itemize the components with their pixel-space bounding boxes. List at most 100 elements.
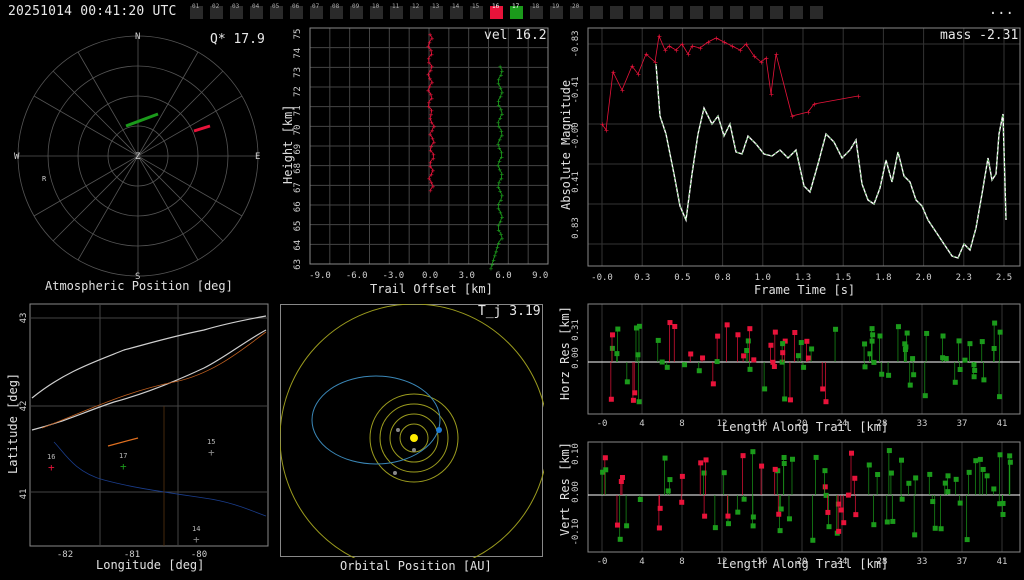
x-tick: 41	[997, 419, 1008, 429]
residual-point	[665, 488, 671, 494]
trail-point-16: +	[427, 59, 431, 67]
residual-point	[610, 332, 616, 338]
station-13[interactable]: 13	[430, 3, 443, 19]
station-slot[interactable]	[690, 6, 703, 19]
x-tick: 2.3	[956, 273, 972, 283]
residual-point	[682, 362, 688, 368]
station-05[interactable]: 05	[270, 3, 283, 19]
station-08[interactable]: 08	[330, 3, 343, 19]
residual-point	[615, 326, 621, 332]
station-14[interactable]: 14	[450, 3, 463, 19]
residual-point	[971, 374, 977, 380]
trail-point-17: +	[499, 93, 503, 101]
residual-point	[771, 364, 777, 370]
x-tick: -82	[57, 550, 73, 560]
station-slot[interactable]	[790, 6, 803, 19]
height-ylabel: Height [km]	[281, 104, 295, 184]
station-06[interactable]: 06	[290, 3, 303, 19]
station-slot[interactable]	[770, 6, 783, 19]
station-selector[interactable]: 01 02 03 04 05 06 07 08 09 10 11 12 13 14 15 16 17 18 19 20	[190, 0, 830, 22]
residual-point	[943, 356, 949, 362]
station-19[interactable]: 19	[550, 3, 563, 19]
residual-point	[984, 473, 990, 479]
residual-point	[672, 324, 678, 330]
station-slot[interactable]	[730, 6, 743, 19]
x-tick: 24	[837, 419, 848, 429]
r-marker: R	[42, 175, 47, 183]
residual-point	[780, 341, 786, 347]
x-tick: 41	[997, 557, 1008, 567]
residual-point	[942, 480, 948, 486]
trail-line-17	[490, 65, 503, 269]
trail-point-17: +	[499, 72, 503, 80]
trail-point-16: +	[428, 83, 432, 91]
x-tick: 8	[679, 419, 684, 429]
y-tick: 0.41	[571, 171, 581, 193]
trail-point-16: +	[430, 51, 434, 59]
trail-point-17: +	[500, 132, 504, 140]
east-label: E	[255, 152, 260, 162]
residual-point	[712, 525, 718, 531]
trail-point-17: +	[497, 158, 501, 166]
residual-point	[867, 351, 873, 357]
region-line	[53, 441, 267, 517]
horz-res-ylabel: Horz Res [km]	[558, 306, 572, 400]
trail-point-16: +	[427, 103, 431, 111]
orbit-panel: T_j 3.19 Orbital Position [AU]	[279, 303, 549, 576]
station-12[interactable]: 12	[410, 3, 423, 19]
south-label: S	[135, 272, 140, 282]
station-slot[interactable]	[710, 6, 723, 19]
station-slot[interactable]	[670, 6, 683, 19]
x-tick: -80	[191, 550, 207, 560]
residual-point	[747, 366, 753, 372]
residual-point	[879, 371, 885, 377]
horz-res-panel: -0 4 8 12 16 20 24 28 33 37 41 0.31 0.00 Length Alon…	[556, 302, 1022, 436]
station-slot[interactable]	[630, 6, 643, 19]
x-tick: 28	[877, 419, 888, 429]
trail-point-17: +	[499, 196, 503, 204]
residual-point	[932, 525, 938, 531]
station-17[interactable]: 17	[510, 3, 523, 19]
station-10[interactable]: 10	[370, 3, 383, 19]
residual-point	[833, 326, 839, 332]
mag-point-16: +	[653, 58, 658, 67]
x-tick: 12	[717, 557, 728, 567]
station-04[interactable]: 04	[250, 3, 263, 19]
station-slot[interactable]	[610, 6, 623, 19]
residual-point	[624, 379, 630, 385]
station-09[interactable]: 09	[350, 3, 363, 19]
station-slot[interactable]	[810, 6, 823, 19]
mag-line-17	[655, 63, 1007, 259]
residual-point	[836, 528, 842, 534]
trail-point-16: +	[426, 87, 430, 95]
station-07[interactable]: 07	[310, 3, 323, 19]
station-slot[interactable]	[750, 6, 763, 19]
station-slot[interactable]	[590, 6, 603, 19]
station-18[interactable]: 18	[530, 3, 543, 19]
station-15[interactable]: 15	[470, 3, 483, 19]
trail-point-16: +	[428, 131, 432, 139]
station-16[interactable]: 16	[490, 3, 503, 19]
station-01[interactable]: 01	[190, 3, 203, 19]
y-tick: -0.83	[571, 30, 581, 57]
y-tick: 43	[19, 313, 29, 324]
menu-button[interactable]: ...	[988, 2, 1014, 18]
residual-point	[679, 499, 685, 505]
y-tick: 70	[293, 125, 303, 136]
vert-res-plot: -0 4 8 12 16 20 24 28 33 37 41 0.10 0.00 -0.10	[571, 441, 1021, 567]
trail-point-16: +	[430, 95, 434, 103]
x-tick: 24	[837, 557, 848, 567]
station-slot[interactable]	[650, 6, 663, 19]
station-11[interactable]: 11	[390, 3, 403, 19]
station-02[interactable]: 02	[210, 3, 223, 19]
residual-point	[781, 454, 787, 460]
station-03[interactable]: 03	[230, 3, 243, 19]
residual-point	[940, 333, 946, 339]
residual-point	[810, 537, 816, 543]
trail-point-17: +	[499, 218, 503, 226]
residual-point	[899, 496, 905, 502]
y-tick: 63	[293, 259, 303, 270]
station-20[interactable]: 20	[570, 3, 583, 19]
residual-point	[772, 466, 778, 472]
residual-point	[945, 489, 951, 495]
